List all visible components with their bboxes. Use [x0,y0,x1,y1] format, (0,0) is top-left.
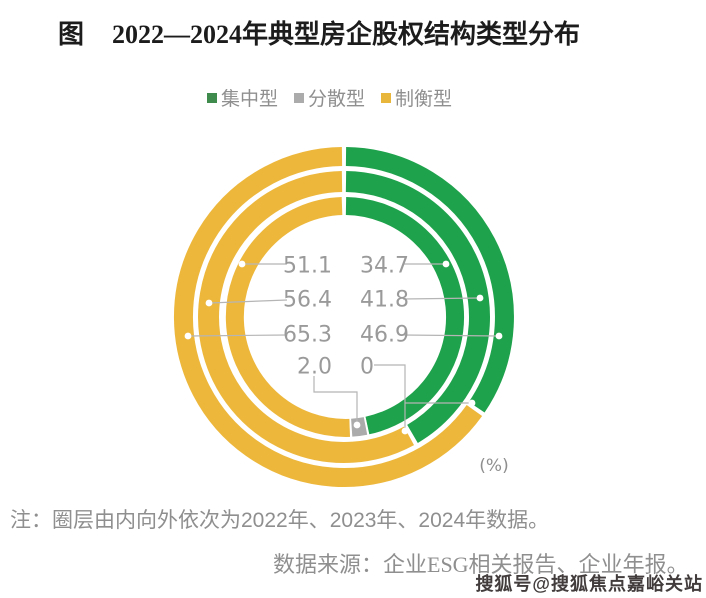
callout-right-3: 0 [360,355,374,380]
leader-dot [495,332,503,340]
ring-2022-concentrated [345,197,465,435]
callout-left-1: 56.4 [283,288,332,313]
leader-line [187,334,288,337]
leader-line [402,297,481,300]
ring-2024-balanced [173,147,483,487]
leader-lines [184,260,503,435]
leader-elbow [313,376,358,424]
legend: 集中型 分散型 制衡型 [207,84,452,111]
callout-right-1: 41.8 [360,288,409,313]
leader-dot [476,294,484,302]
callout-values: 51.1 34.7 56.4 41.8 65.3 46.9 2.0 0 [283,254,409,380]
legend-item-dispersed: 分散型 [294,84,365,111]
ring-2023-balanced [198,171,415,463]
leader-dot [353,421,361,429]
data-source-note: 数据来源：企业ESG相关报告、企业年报。 [273,552,689,577]
callout-left-0: 51.1 [283,254,332,279]
chart-title-prefix: 图 [58,20,85,49]
legend-item-concentrated: 集中型 [207,84,278,111]
leader-dot [401,427,409,435]
legend-label-concentrated: 集中型 [221,89,279,110]
legend-item-balanced: 制衡型 [381,84,452,111]
callout-right-2: 46.9 [360,323,409,348]
leader-line [208,299,288,304]
callout-right-0: 34.7 [360,254,409,279]
ring-order-note: 注：圈层由内向外依次为2022年、2023年、2024年数据。 [10,509,550,532]
ring-2023-concentrated [345,171,490,443]
leader-elbow [374,364,406,430]
legend-swatch-dispersed [294,92,305,103]
ring-2022-balanced [225,197,350,437]
leader-dot [468,399,476,407]
leader-dot [184,332,192,340]
legend-swatch-concentrated [207,92,217,103]
donut-rings [173,147,514,487]
callout-left-3: 2.0 [297,355,332,380]
chart-title-text: 2022—2024年典型房企股权结构类型分布 [112,20,581,49]
leader-dot [205,299,213,307]
leader-dot [238,260,246,268]
watermark: 搜狐号@搜狐焦点嘉峪关站 [475,574,703,594]
leader-dot [442,260,450,268]
leader-line [402,334,500,337]
unit-label: (%) [479,456,508,476]
callout-left-2: 65.3 [283,323,332,348]
ring-2024-concentrated [345,147,514,413]
legend-swatch-balanced [381,92,392,103]
chart-title: 图 2022—2024年典型房企股权结构类型分布 [58,14,580,51]
legend-label-balanced: 制衡型 [395,89,453,110]
legend-label-dispersed: 分散型 [308,89,366,110]
